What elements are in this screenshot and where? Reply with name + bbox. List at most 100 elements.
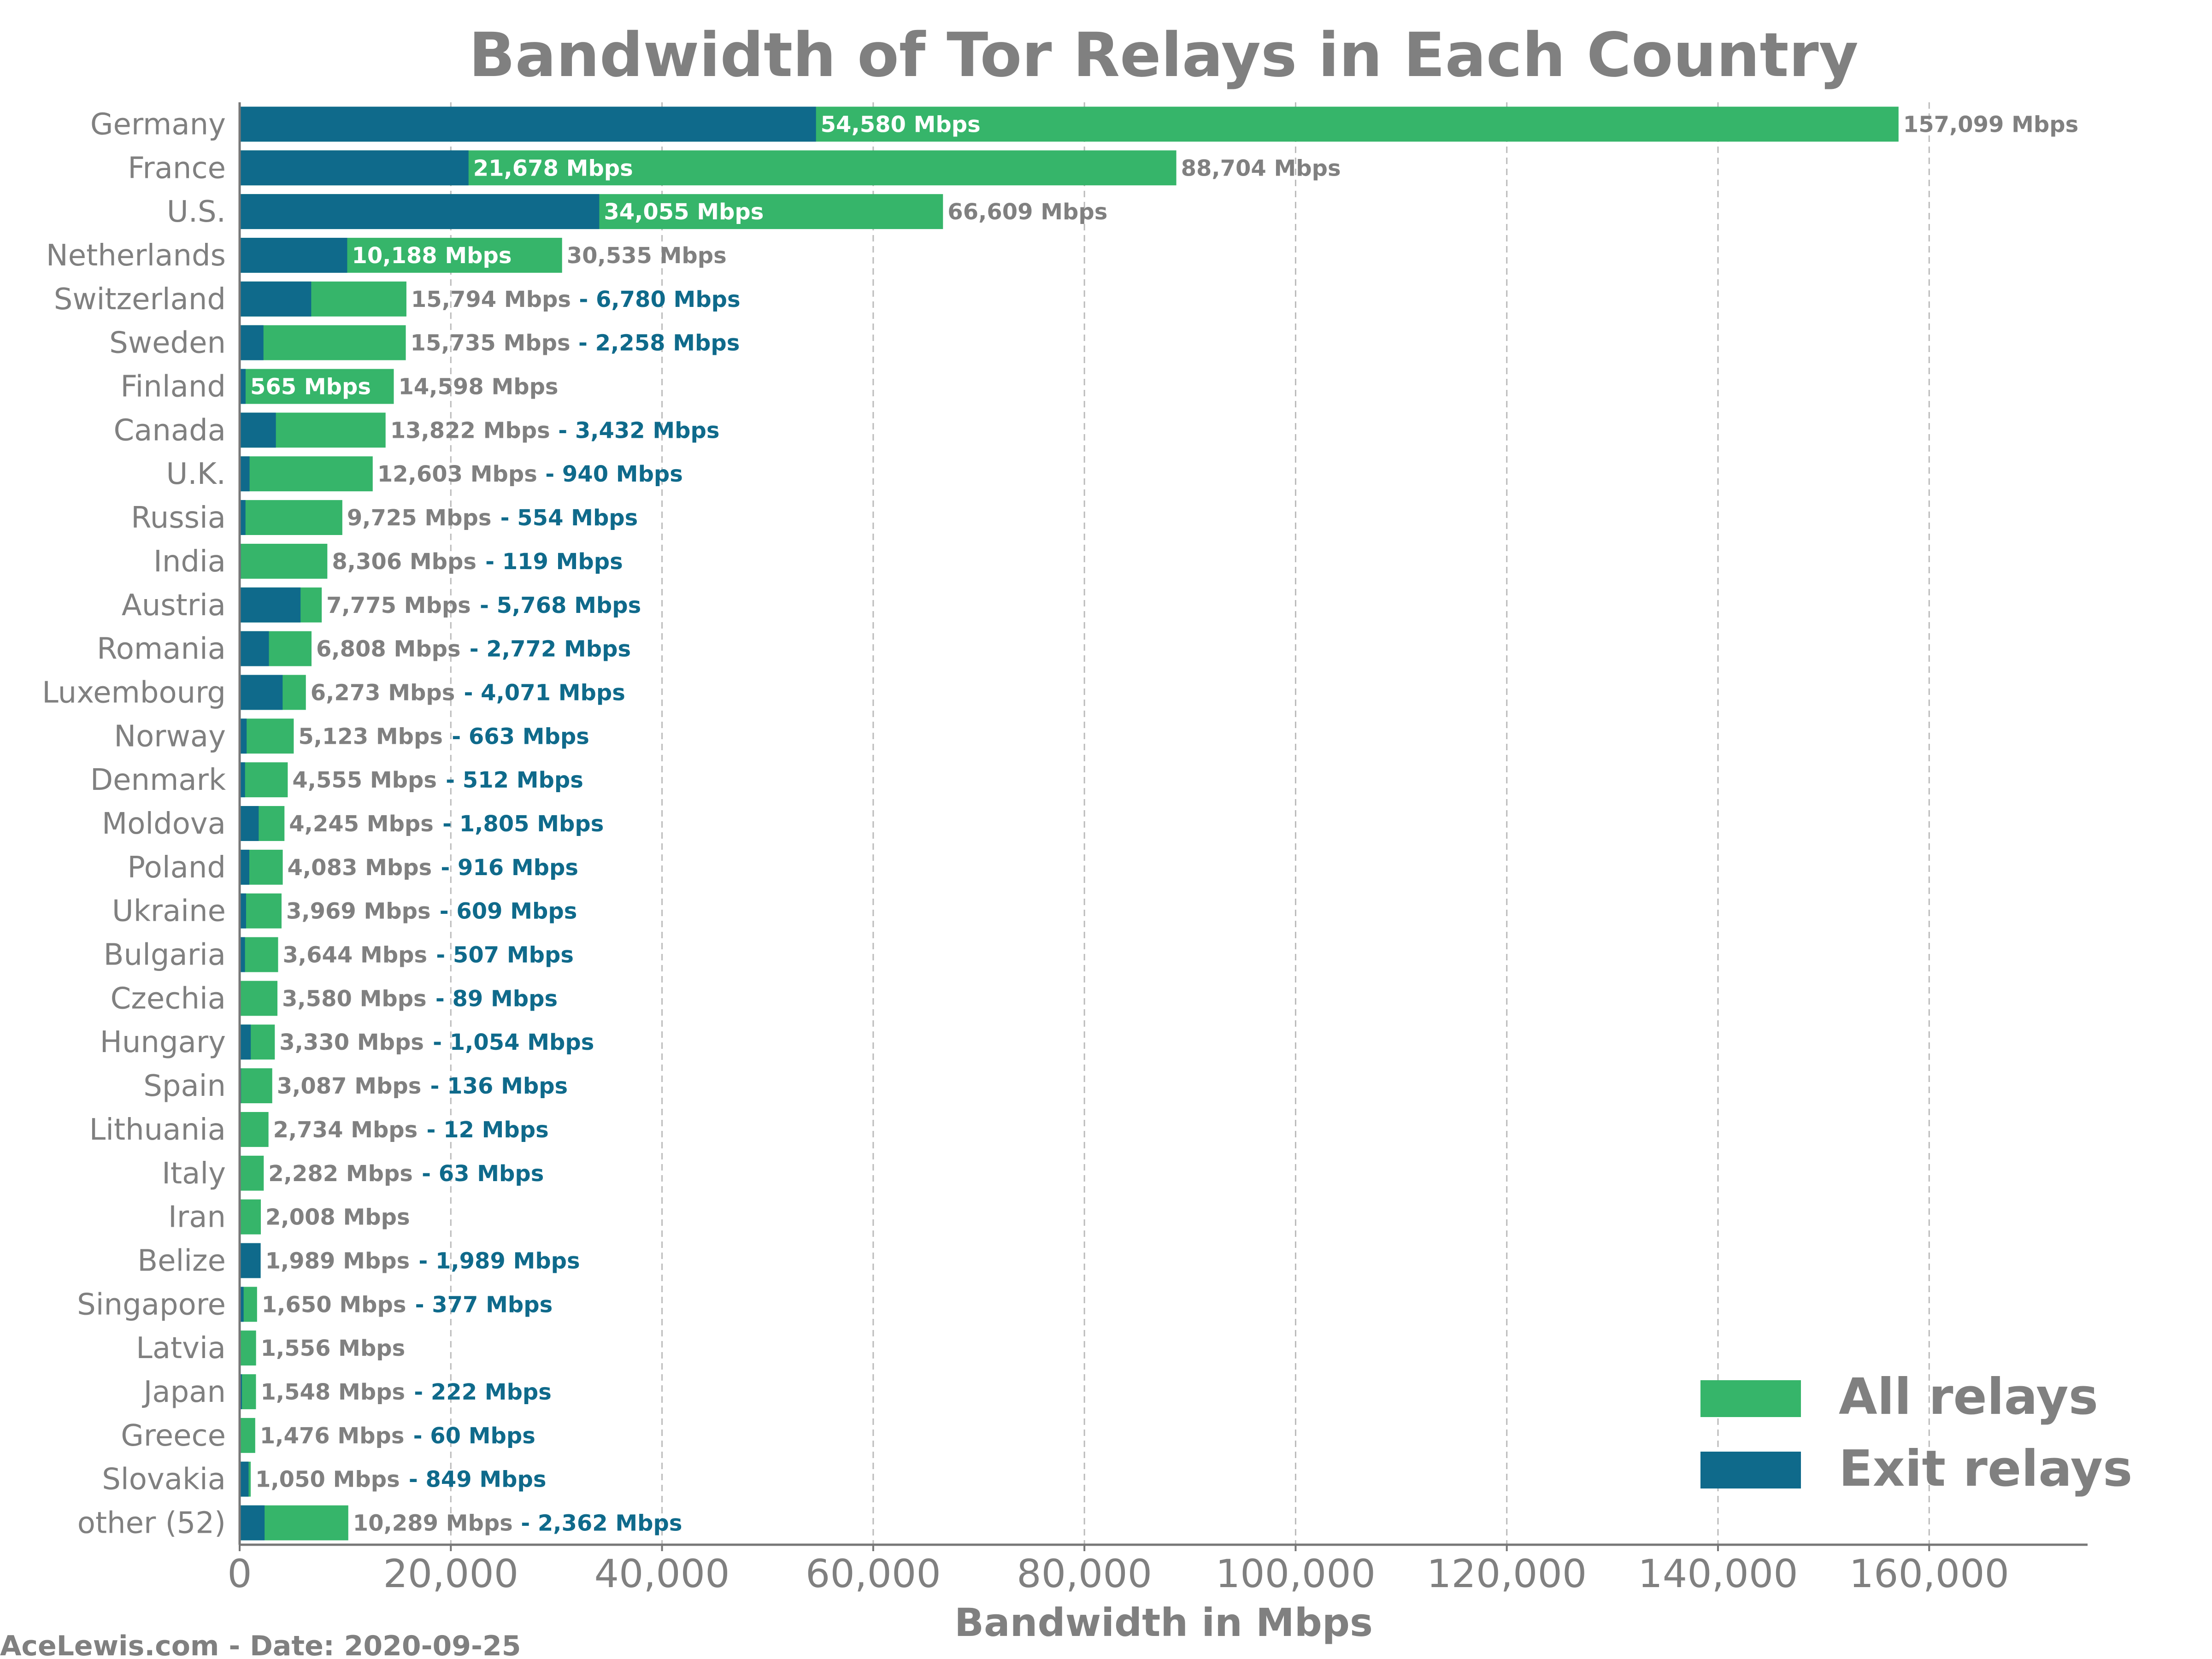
- bar-exit-relays: [240, 412, 276, 448]
- data-label-all-relays: 5,123 Mbps: [298, 724, 443, 749]
- x-tick-label: 100,000: [1216, 1551, 1376, 1596]
- bar-exit-relays: [240, 106, 816, 142]
- data-label-exit-relays: - 60 Mbps: [413, 1423, 535, 1449]
- bar-all-relays: [240, 325, 406, 360]
- y-tick-label: U.K.: [166, 457, 226, 491]
- data-label-all-relays: 10,289 Mbps: [353, 1511, 513, 1536]
- y-tick-label: Ukraine: [112, 894, 226, 929]
- data-label-exit-relays: - 377 Mbps: [415, 1292, 553, 1318]
- data-label-all-relays: 30,535 Mbps: [567, 243, 727, 269]
- bar-exit-relays: [240, 587, 301, 623]
- bar-exit-relays: [240, 1024, 251, 1060]
- legend: All relays Exit relays: [1700, 1368, 2132, 1498]
- y-tick-label: France: [128, 151, 226, 185]
- data-label-all-relays: 8,306 Mbps: [332, 549, 477, 575]
- x-tick-label: 140,000: [1638, 1551, 1798, 1596]
- data-label-all-relays: 66,609 Mbps: [947, 199, 1107, 225]
- data-label-exit-relays: - 6,780 Mbps: [579, 287, 740, 312]
- data-label-exit-relays: - 663 Mbps: [452, 724, 589, 749]
- x-tick-label: 0: [227, 1551, 252, 1596]
- y-tick-label: Latvia: [136, 1331, 226, 1365]
- bar-exit-relays: [240, 675, 283, 710]
- data-label-exit-relays: - 940 Mbps: [545, 461, 683, 487]
- data-label-exit-relays: - 4,071 Mbps: [464, 680, 625, 706]
- data-label-all-relays: 3,087 Mbps: [277, 1073, 422, 1099]
- y-tick-label: Italy: [162, 1157, 226, 1191]
- bar-exit-relays: [240, 806, 259, 841]
- x-tick-label: 20,000: [383, 1551, 518, 1596]
- y-tick-label: Belize: [137, 1244, 226, 1278]
- data-label-exit-relays: - 609 Mbps: [440, 899, 577, 924]
- legend-label-exit-relays: Exit relays: [1839, 1440, 2132, 1498]
- data-label-exit-relays: - 119 Mbps: [485, 549, 623, 575]
- data-label-all-relays: 157,099 Mbps: [1903, 112, 2078, 137]
- bar-exit-relays: [240, 1243, 261, 1278]
- labels-layer: 157,099 Mbps 54,580 Mbps 88,704 Mbps 21,678…: [250, 112, 2078, 1536]
- bar-exit-relays: [240, 1461, 249, 1497]
- x-tick-label: 120,000: [1427, 1551, 1587, 1596]
- bar-all-relays: [240, 500, 342, 535]
- data-label-all-relays: 1,556 Mbps: [261, 1335, 406, 1361]
- data-label-all-relays: 4,245 Mbps: [289, 811, 434, 837]
- bar-exit-relays: [240, 849, 249, 885]
- data-label-exit-relays: - 2,258 Mbps: [578, 330, 740, 356]
- legend-swatch-exit-relays: [1700, 1452, 1801, 1488]
- y-tick-label: Germany: [90, 107, 226, 141]
- data-label-exit-relays: - 5,768 Mbps: [480, 593, 641, 618]
- axes-layer: 0 20,000 40,000 60,000 80,000 100,000 120,000 1…: [42, 102, 2088, 1596]
- data-label-exit-relays: 21,678 Mbps: [473, 155, 633, 181]
- x-tick-label: 40,000: [594, 1551, 730, 1596]
- data-label-all-relays: 13,822 Mbps: [390, 418, 550, 443]
- data-label-exit-relays: - 1,805 Mbps: [442, 811, 604, 837]
- legend-label-all-relays: All relays: [1839, 1368, 2098, 1426]
- data-label-exit-relays: - 916 Mbps: [441, 855, 578, 881]
- data-label-all-relays: 2,282 Mbps: [268, 1161, 413, 1187]
- bar-exit-relays: [240, 456, 250, 492]
- data-label-all-relays: 3,330 Mbps: [279, 1030, 424, 1055]
- bar-all-relays: [240, 1112, 269, 1147]
- bar-all-relays: [240, 1155, 264, 1191]
- x-axis-label: Bandwidth in Mbps: [954, 1600, 1373, 1645]
- y-tick-label: India: [153, 545, 226, 579]
- bar-all-relays: [240, 981, 278, 1016]
- chart-title: Bandwidth of Tor Relays in Each Country: [469, 20, 1859, 91]
- bar-exit-relays: [240, 150, 469, 186]
- y-tick-label: Russia: [131, 501, 226, 535]
- y-tick-label: Slovakia: [102, 1463, 226, 1497]
- bar-all-relays: [240, 1330, 256, 1366]
- y-tick-label: Hungary: [100, 1025, 226, 1059]
- data-label-all-relays: 1,989 Mbps: [265, 1248, 410, 1274]
- data-label-all-relays: 4,083 Mbps: [288, 855, 432, 881]
- data-label-exit-relays: - 554 Mbps: [500, 505, 638, 531]
- y-tick-label: Norway: [114, 719, 226, 753]
- y-tick-label: Japan: [142, 1375, 226, 1409]
- data-label-exit-relays: - 512 Mbps: [446, 767, 583, 793]
- data-label-exit-relays: - 2,362 Mbps: [521, 1511, 682, 1536]
- y-tick-label: Iran: [168, 1200, 226, 1235]
- legend-swatch-all-relays: [1700, 1380, 1801, 1417]
- data-label-exit-relays: 10,188 Mbps: [352, 243, 512, 269]
- bar-exit-relays: [240, 238, 347, 273]
- bar-all-relays: [240, 893, 282, 929]
- data-label-exit-relays: 54,580 Mbps: [821, 112, 981, 137]
- bar-all-relays: [240, 1374, 256, 1409]
- data-label-all-relays: 3,580 Mbps: [282, 986, 427, 1012]
- bar-all-relays: [240, 762, 288, 798]
- bar-exit-relays: [240, 718, 247, 754]
- bar-exit-relays: [240, 325, 264, 360]
- data-label-all-relays: 1,650 Mbps: [262, 1292, 406, 1318]
- bar-all-relays: [240, 369, 394, 404]
- data-label-all-relays: 15,794 Mbps: [411, 287, 571, 312]
- y-tick-label: Singapore: [77, 1288, 226, 1322]
- data-label-exit-relays: - 63 Mbps: [422, 1161, 544, 1187]
- data-label-all-relays: 2,734 Mbps: [273, 1117, 418, 1143]
- bar-exit-relays: [240, 631, 269, 666]
- y-tick-label: Spain: [143, 1069, 226, 1103]
- data-label-exit-relays: - 1,989 Mbps: [418, 1248, 580, 1274]
- data-label-exit-relays: - 849 Mbps: [409, 1467, 547, 1493]
- bar-exit-relays: [240, 281, 312, 317]
- bar-all-relays: [240, 937, 278, 972]
- x-tick-label: 80,000: [1017, 1551, 1152, 1596]
